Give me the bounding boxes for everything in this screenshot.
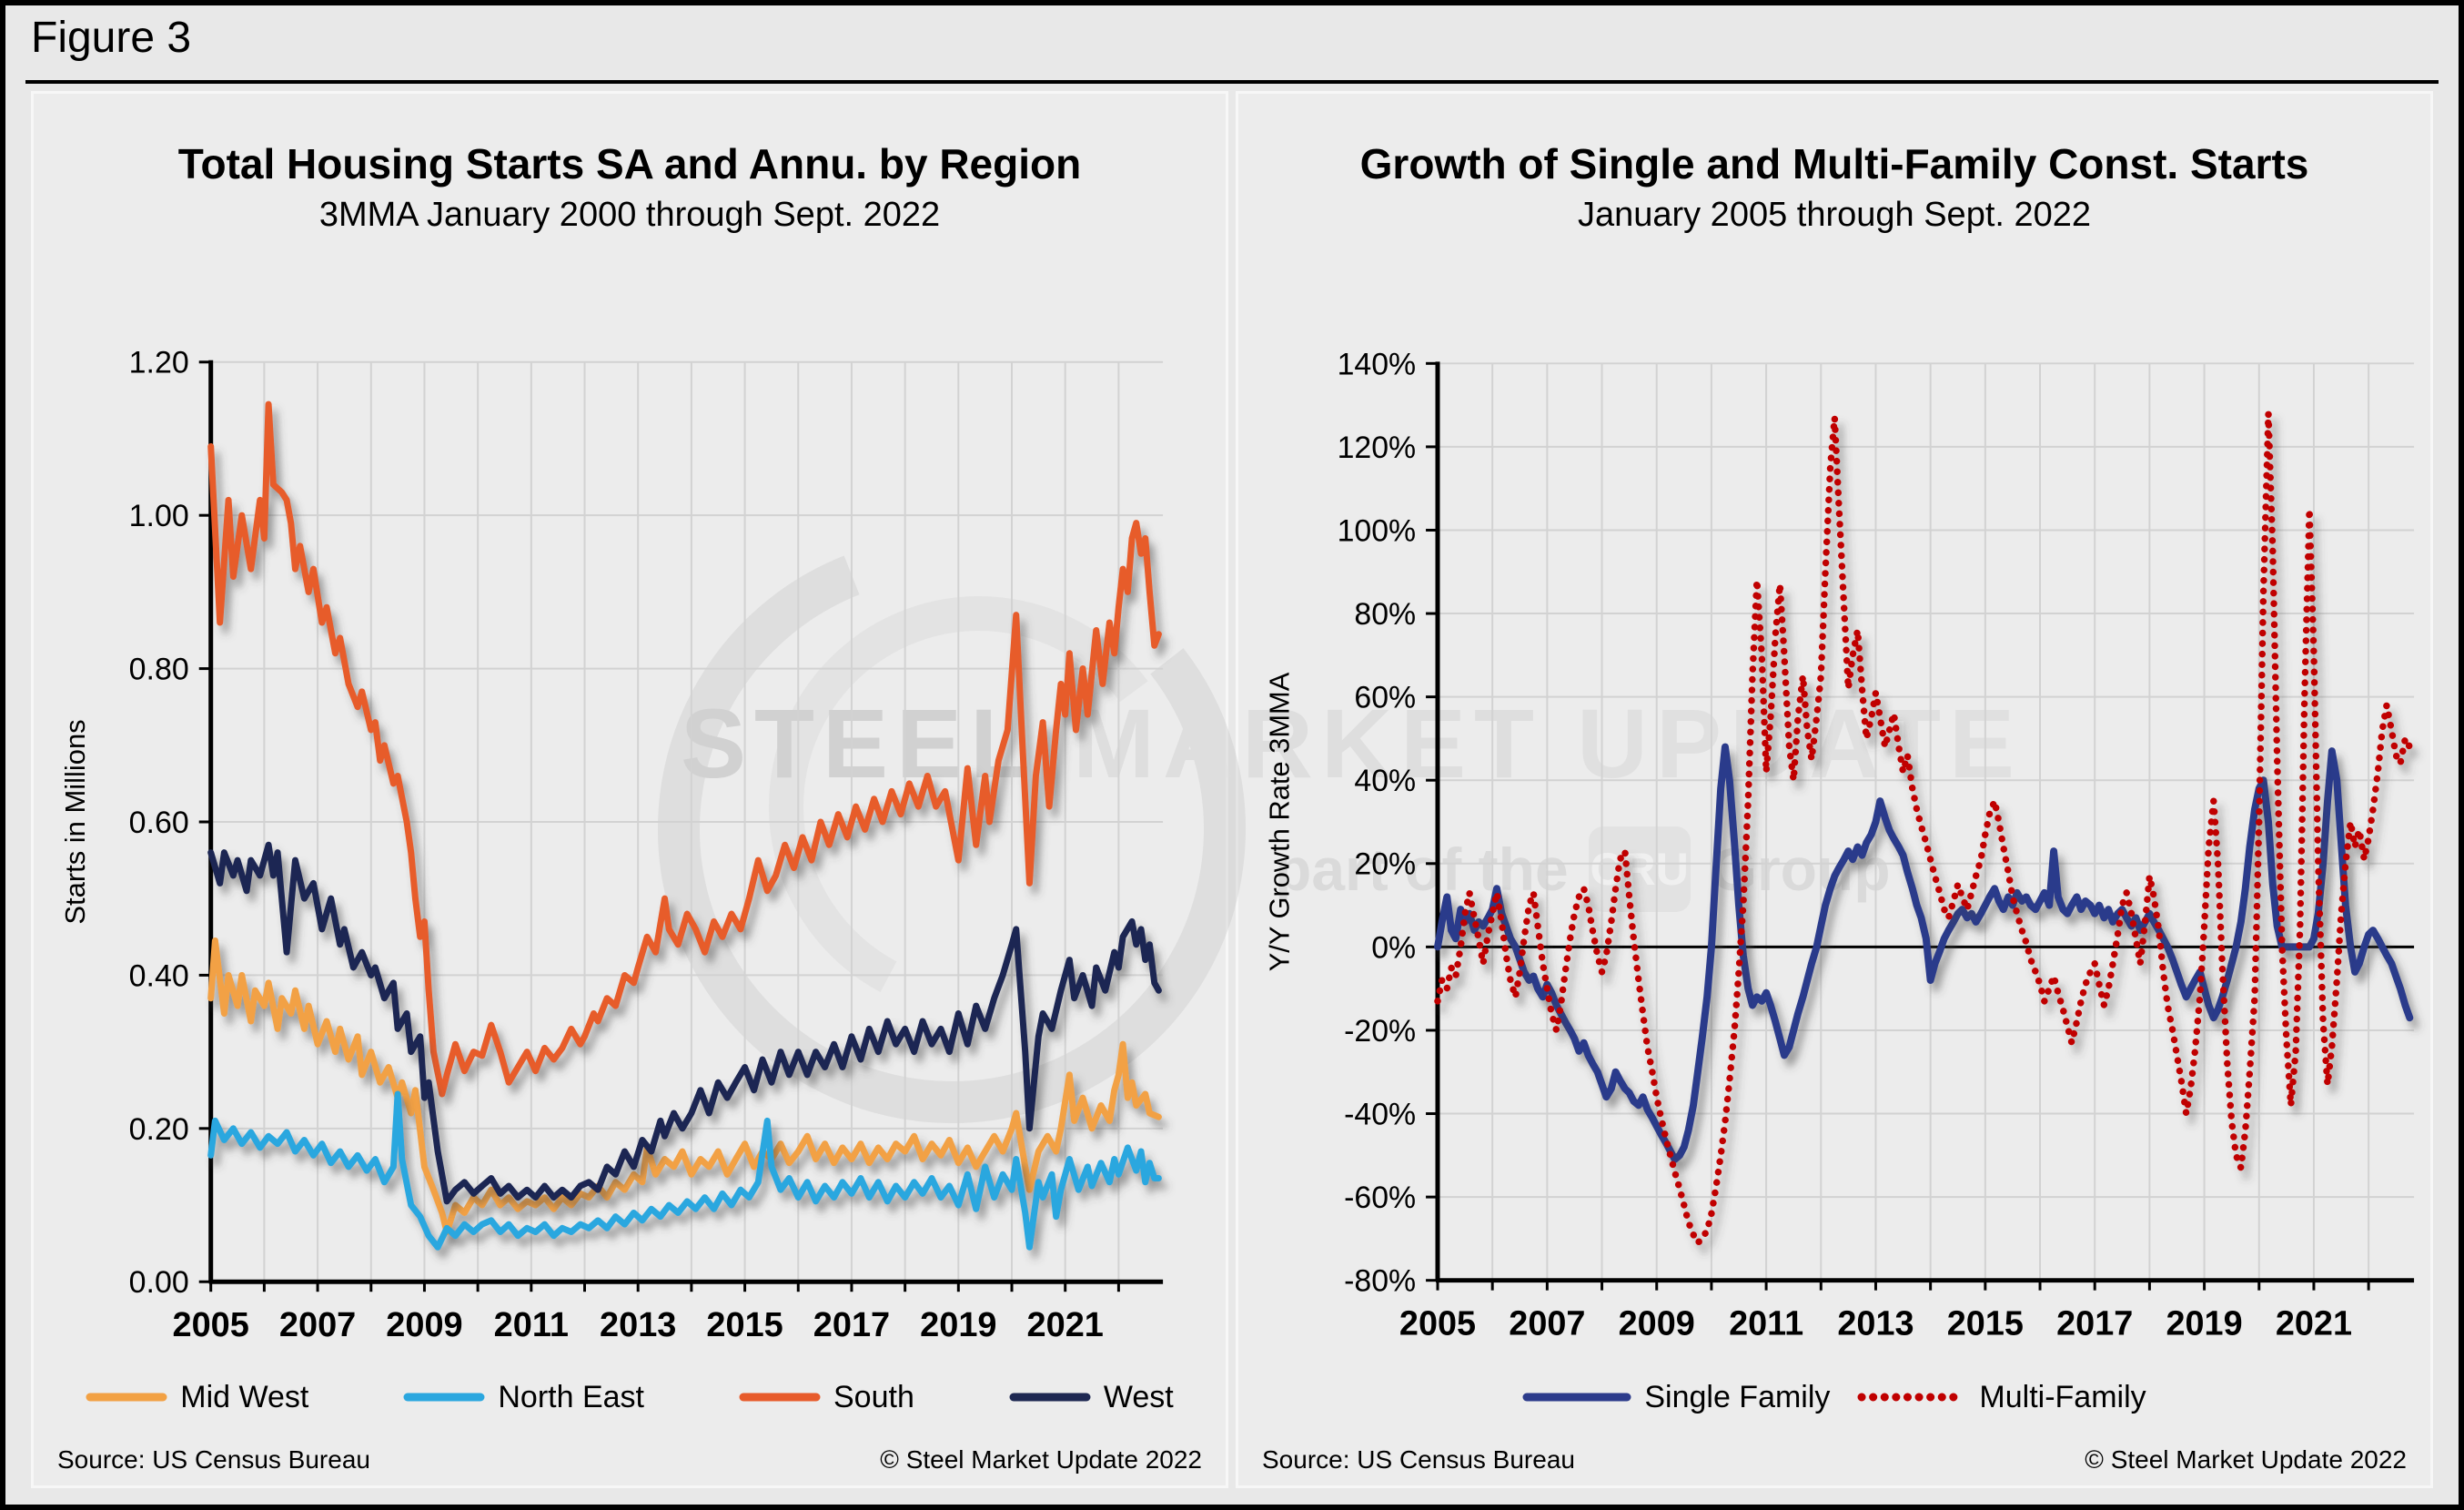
svg-text:0.60: 0.60 <box>129 806 189 840</box>
copyright-text: © Steel Market Update 2022 <box>880 1445 1202 1474</box>
legend-label-multi-family: Multi-Family <box>1979 1379 2146 1414</box>
series-line-midwest <box>207 937 1162 1236</box>
svg-text:1.20: 1.20 <box>129 346 189 380</box>
svg-text:0.80: 0.80 <box>129 653 189 687</box>
svg-text:20%: 20% <box>1354 847 1416 882</box>
panels-row: Total Housing Starts SA and Annu. by Reg… <box>31 91 2433 1488</box>
svg-text:2021: 2021 <box>1027 1306 1104 1344</box>
chart-title: Growth of Single and Multi-Family Const.… <box>1359 140 2309 187</box>
legend-label-northeast: North East <box>498 1379 644 1414</box>
svg-text:2013: 2013 <box>600 1306 676 1344</box>
svg-text:140%: 140% <box>1338 347 1417 381</box>
svg-text:2007: 2007 <box>1509 1304 1585 1343</box>
chart-canvas-housing-starts: 0.00 0.20 0.40 0.60 0.80 1.00 1.20 2005 2007 2009… <box>34 254 1226 1392</box>
svg-text:0.40: 0.40 <box>129 958 189 993</box>
legend-item-south: South <box>739 1380 914 1415</box>
svg-text:60%: 60% <box>1354 681 1416 715</box>
legend-housing-starts: Mid West North East South West <box>34 1368 1226 1426</box>
chart-subtitle: 3MMA January 2000 through Sept. 2022 <box>318 196 941 234</box>
svg-text:80%: 80% <box>1354 597 1416 632</box>
legend-swatch-multi-family <box>1857 1393 1966 1402</box>
figure-title-rule <box>25 80 2439 84</box>
chart-title: Total Housing Starts SA and Annu. by Reg… <box>177 140 1082 187</box>
svg-text:2019: 2019 <box>920 1306 996 1344</box>
chart-series <box>207 400 1162 1251</box>
legend-label-single-family: Single Family <box>1644 1379 1831 1414</box>
svg-text:2005: 2005 <box>172 1306 248 1344</box>
legend-item-west: West <box>1009 1380 1174 1415</box>
svg-text:2005: 2005 <box>1399 1304 1476 1343</box>
svg-text:0.00: 0.00 <box>129 1265 189 1300</box>
svg-text:2009: 2009 <box>1619 1304 1695 1343</box>
figure-label: Figure 3 <box>31 14 192 62</box>
series-line-northeast <box>207 1090 1162 1251</box>
svg-text:40%: 40% <box>1354 764 1416 798</box>
legend-label-midwest: Mid West <box>180 1379 309 1414</box>
legend-item-midwest: Mid West <box>86 1380 308 1415</box>
chart-canvas-growth-rates: -80% -60% -40% -20% 0% 20% 40% 60% 80% 100% 120% 14… <box>1238 254 2430 1392</box>
legend-item-multi-family: Multi-Family <box>1857 1380 2146 1415</box>
svg-text:-40%: -40% <box>1344 1097 1416 1131</box>
svg-text:2013: 2013 <box>1837 1304 1914 1343</box>
svg-text:1.00: 1.00 <box>129 499 189 533</box>
source-text: Source: US Census Bureau <box>1262 1445 1575 1474</box>
svg-text:2015: 2015 <box>1947 1304 2024 1343</box>
series-line-multi-family <box>1434 410 2414 1247</box>
legend-growth-rates: Single Family Multi-Family <box>1238 1368 2430 1426</box>
series-line-west <box>207 841 1162 1205</box>
legend-swatch-northeast <box>403 1393 485 1402</box>
legend-item-northeast: North East <box>403 1380 644 1415</box>
chart-grid: 0.00 0.20 0.40 0.60 0.80 1.00 1.20 2005 2007 2009… <box>59 346 1164 1344</box>
source-text: Source: US Census Bureau <box>57 1445 370 1474</box>
svg-text:120%: 120% <box>1338 431 1417 465</box>
svg-text:2011: 2011 <box>494 1306 569 1344</box>
svg-text:2015: 2015 <box>706 1306 783 1344</box>
svg-text:2009: 2009 <box>386 1306 462 1344</box>
series-line-south <box>207 400 1162 1098</box>
legend-label-west: West <box>1103 1379 1174 1414</box>
legend-swatch-midwest <box>86 1393 167 1402</box>
panel-footer: Source: US Census Bureau © Steel Market … <box>34 1445 1226 1475</box>
panel-housing-starts: Total Housing Starts SA and Annu. by Reg… <box>31 91 1228 1488</box>
y-axis-title: Starts in Millions <box>59 719 91 924</box>
svg-text:2017: 2017 <box>813 1306 890 1344</box>
legend-label-south: South <box>833 1379 914 1414</box>
chart-series <box>1434 410 2414 1247</box>
svg-text:2021: 2021 <box>2276 1304 2352 1343</box>
chart-subtitle: January 2005 through Sept. 2022 <box>1577 196 2092 234</box>
y-axis-title: Y/Y Growth Rate 3MMA <box>1264 672 1296 971</box>
legend-swatch-west <box>1009 1393 1091 1402</box>
svg-text:-60%: -60% <box>1344 1181 1416 1215</box>
legend-item-single-family: Single Family <box>1522 1380 1830 1415</box>
legend-swatch-south <box>739 1393 821 1402</box>
panel-footer: Source: US Census Bureau © Steel Market … <box>1238 1445 2430 1475</box>
svg-text:0%: 0% <box>1371 930 1416 965</box>
svg-text:2011: 2011 <box>1729 1304 1803 1343</box>
series-line-single-family <box>1434 743 2414 1163</box>
svg-text:0.20: 0.20 <box>129 1112 189 1147</box>
svg-text:-80%: -80% <box>1344 1264 1416 1299</box>
svg-text:-20%: -20% <box>1344 1014 1416 1049</box>
chart-grid: -80% -60% -40% -20% 0% 20% 40% 60% 80% 100% 120% 14… <box>1264 347 2415 1343</box>
legend-swatch-single-family <box>1522 1393 1631 1402</box>
svg-text:2019: 2019 <box>2166 1304 2243 1343</box>
svg-text:2007: 2007 <box>279 1306 356 1344</box>
panel-growth-rates: Growth of Single and Multi-Family Const.… <box>1236 91 2433 1488</box>
svg-text:100%: 100% <box>1338 513 1417 548</box>
copyright-text: © Steel Market Update 2022 <box>2085 1445 2407 1474</box>
svg-text:2017: 2017 <box>2056 1304 2133 1343</box>
